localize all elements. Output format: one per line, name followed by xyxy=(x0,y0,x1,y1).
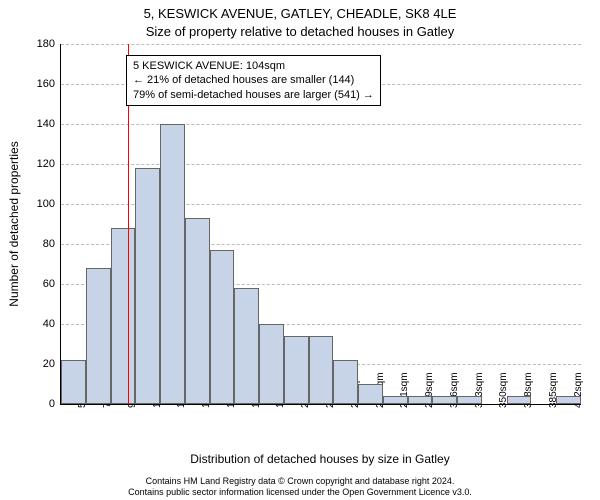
y-axis-label: Number of detached properties xyxy=(7,141,21,306)
gridline xyxy=(61,164,581,165)
histogram-bar xyxy=(135,168,160,404)
ytick-label: 0 xyxy=(49,398,55,410)
ytick-label: 120 xyxy=(37,158,55,170)
ytick-label: 160 xyxy=(37,78,55,90)
annotation-line: ← 21% of detached houses are smaller (14… xyxy=(133,73,374,87)
histogram-bar xyxy=(185,218,210,404)
chart-title-sub: Size of property relative to detached ho… xyxy=(0,24,600,39)
histogram-bar xyxy=(160,124,185,404)
histogram-bar xyxy=(259,324,284,404)
histogram-bar xyxy=(408,396,433,404)
histogram-bar xyxy=(507,396,532,404)
histogram-bar xyxy=(383,396,408,404)
histogram-bar xyxy=(333,360,358,404)
ytick-label: 100 xyxy=(37,198,55,210)
histogram-bar xyxy=(432,396,457,404)
footer: Contains HM Land Registry data © Crown c… xyxy=(0,476,600,498)
histogram-bar xyxy=(556,396,581,404)
histogram-bar xyxy=(457,396,482,404)
histogram-bar xyxy=(61,360,86,404)
ytick-label: 60 xyxy=(43,278,55,290)
footer-line: Contains HM Land Registry data © Crown c… xyxy=(0,476,600,487)
gridline xyxy=(61,124,581,125)
ytick-label: 180 xyxy=(37,38,55,50)
histogram-bar xyxy=(234,288,259,404)
histogram-bar xyxy=(358,384,383,404)
histogram-bar xyxy=(284,336,309,404)
chart-title-main: 5, KESWICK AVENUE, GATLEY, CHEADLE, SK8 … xyxy=(0,6,600,21)
annotation-line: 79% of semi-detached houses are larger (… xyxy=(133,88,374,102)
annotation-line: 5 KESWICK AVENUE: 104sqm xyxy=(133,59,374,73)
footer-line: Contains public sector information licen… xyxy=(0,487,600,498)
ytick-label: 80 xyxy=(43,238,55,250)
gridline xyxy=(61,44,581,45)
histogram-bar xyxy=(86,268,111,404)
ytick-label: 140 xyxy=(37,118,55,130)
histogram-bar xyxy=(210,250,235,404)
ytick-label: 40 xyxy=(43,318,55,330)
plot-area: 5 KESWICK AVENUE: 104sqm ← 21% of detach… xyxy=(60,44,581,405)
x-axis-label: Distribution of detached houses by size … xyxy=(60,452,580,466)
histogram-bar xyxy=(309,336,334,404)
annotation-box: 5 KESWICK AVENUE: 104sqm ← 21% of detach… xyxy=(126,55,381,106)
histogram-bar xyxy=(111,228,136,404)
ytick-label: 20 xyxy=(43,358,55,370)
